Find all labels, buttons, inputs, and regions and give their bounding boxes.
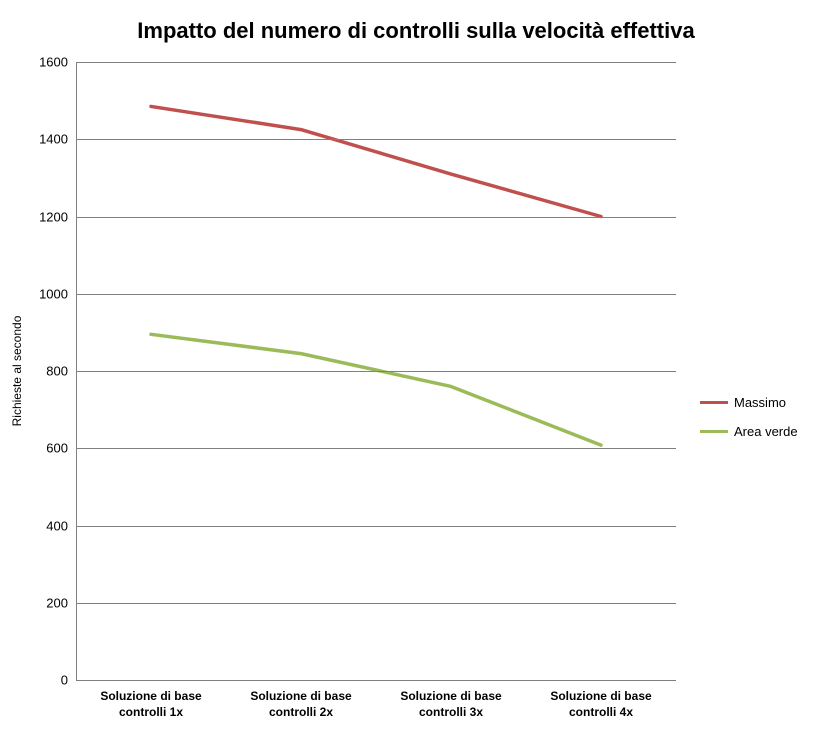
legend-swatch [700,401,728,404]
series-line [151,106,601,216]
x-tick-label: Soluzione di basecontrolli 1x [80,680,223,720]
y-tick-label: 200 [46,595,76,610]
gridline [76,526,676,527]
line-chart: Impatto del numero di controlli sulla ve… [0,0,832,751]
legend-label: Massimo [734,395,786,410]
chart-title: Impatto del numero di controlli sulla ve… [0,18,832,44]
gridline [76,217,676,218]
y-tick-label: 600 [46,441,76,456]
x-tick-label: Soluzione di basecontrolli 3x [380,680,523,720]
y-tick-label: 1400 [39,132,76,147]
legend-swatch [700,430,728,433]
gridline [76,371,676,372]
legend-item: Massimo [700,395,798,410]
x-tick-label: Soluzione di basecontrolli 2x [230,680,373,720]
gridline [76,448,676,449]
series-line [151,334,601,445]
y-tick-label: 800 [46,364,76,379]
y-tick-label: 1600 [39,55,76,70]
gridline [76,603,676,604]
gridline [76,139,676,140]
y-axis-label: Richieste al secondo [10,316,24,427]
legend-item: Area verde [700,424,798,439]
x-tick-label: Soluzione di basecontrolli 4x [530,680,673,720]
gridline [76,62,676,63]
y-tick-label: 1000 [39,286,76,301]
legend-label: Area verde [734,424,798,439]
gridline [76,294,676,295]
y-tick-label: 400 [46,518,76,533]
y-tick-label: 0 [61,673,76,688]
plot-area: 02004006008001000120014001600Soluzione d… [76,62,676,680]
legend: Massimo Area verde [700,395,798,453]
y-tick-label: 1200 [39,209,76,224]
